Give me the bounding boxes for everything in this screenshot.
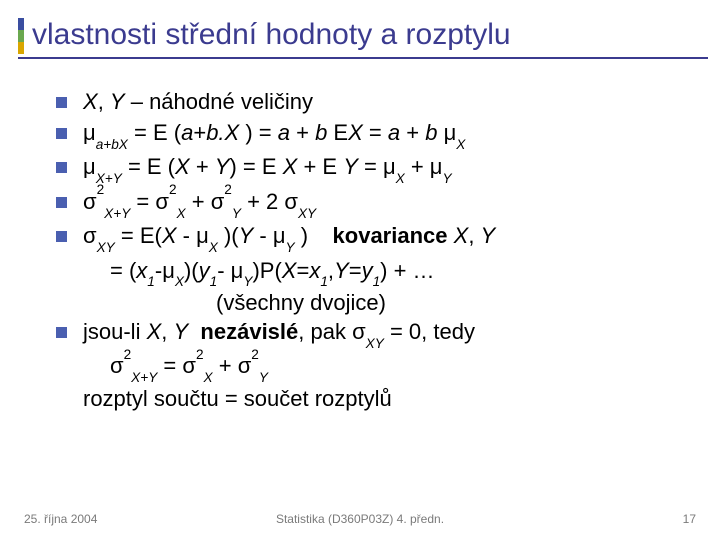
stripe-segment-top: [18, 18, 24, 30]
slide-footer: 25. října 2004 Statistika (D360P03Z) 4. …: [0, 512, 720, 526]
bullet-text: X, Y – náhodné veličiny: [83, 87, 690, 116]
bullet-row: jsou-li X, Y nezávislé, pak σXY = 0, ted…: [56, 317, 690, 349]
bullet-row: μa+bX = E (a+b.X ) = a + b EX = a + b μX: [56, 118, 690, 150]
bullet-icon: [56, 327, 67, 338]
title-accent-stripe: [18, 18, 24, 54]
continuation-line: σ2X+Y = σ2X + σ2Y: [110, 351, 690, 383]
closing-line: rozptyl součtu = součet rozptylů: [83, 384, 690, 413]
footer-title: Statistika (D360P03Z) 4. předn.: [0, 512, 720, 526]
bullet-text: μa+bX = E (a+b.X ) = a + b EX = a + b μX: [83, 118, 690, 150]
footer-date: 25. října 2004: [24, 512, 97, 526]
slide-title: vlastnosti střední hodnoty a rozptylu: [32, 18, 720, 51]
bullet-text: σXY = E(X - μX )(Y - μY ) kovariance X, …: [83, 221, 690, 253]
footer-page-number: 17: [683, 512, 696, 526]
bullet-icon: [56, 128, 67, 139]
bullet-text: jsou-li X, Y nezávislé, pak σXY = 0, ted…: [83, 317, 690, 349]
bullet-row: σXY = E(X - μX )(Y - μY ) kovariance X, …: [56, 221, 690, 253]
slide-body: X, Y – náhodné veličinyμa+bX = E (a+b.X …: [0, 67, 720, 413]
stripe-segment-bot: [18, 42, 24, 54]
title-bar: vlastnosti střední hodnoty a rozptylu: [0, 0, 720, 67]
bullet-icon: [56, 97, 67, 108]
bullet-text: μX+Y = E (X + Y) = E X + E Y = μX + μY: [83, 152, 690, 184]
bullet-icon: [56, 231, 67, 242]
bullet-text: σ2X+Y = σ2X + σ2Y + 2 σXY: [83, 187, 690, 219]
stripe-segment-mid: [18, 30, 24, 42]
bullet-icon: [56, 197, 67, 208]
bullet-row: σ2X+Y = σ2X + σ2Y + 2 σXY: [56, 187, 690, 219]
bullet-row: X, Y – náhodné veličiny: [56, 87, 690, 116]
continuation-line: (všechny dvojice): [216, 288, 690, 317]
title-underline: [18, 57, 708, 59]
continuation-line: = (x1-μX)(y1- μY)P(X=x1,Y=y1) + …: [110, 256, 690, 288]
bullet-icon: [56, 162, 67, 173]
bullet-row: μX+Y = E (X + Y) = E X + E Y = μX + μY: [56, 152, 690, 184]
